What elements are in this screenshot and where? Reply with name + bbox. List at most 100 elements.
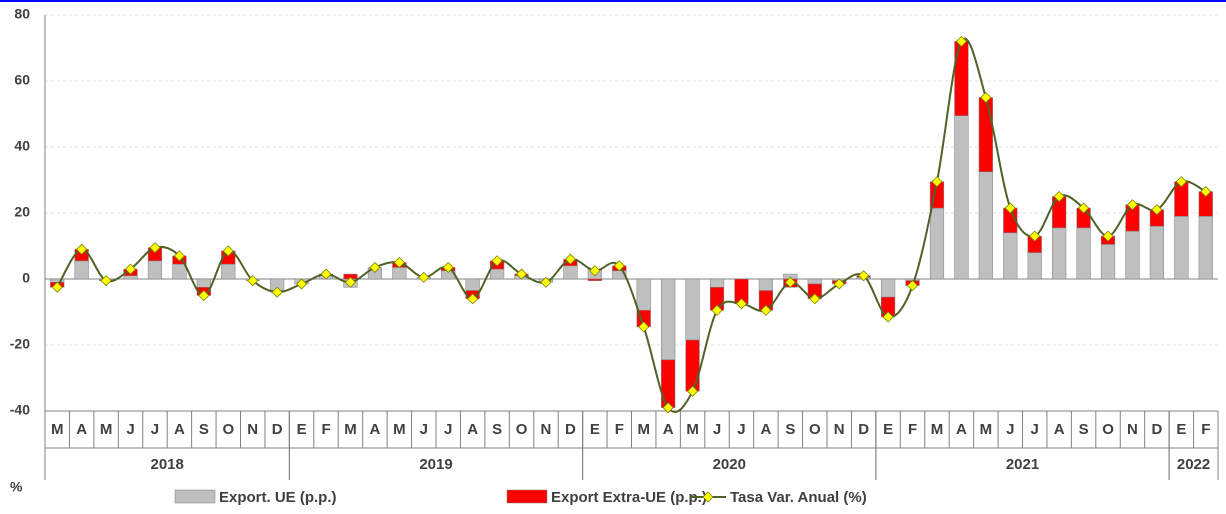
marker: [247, 275, 259, 287]
x-tick-label: D: [858, 421, 869, 438]
marker: [1004, 202, 1016, 214]
marker: [344, 276, 357, 288]
marker: [1053, 190, 1065, 203]
x-tick-label: M: [980, 421, 993, 438]
bar: [74, 260, 89, 280]
marker: [76, 243, 88, 255]
marker: [418, 271, 430, 283]
bar: [490, 268, 505, 280]
bar: [1027, 252, 1042, 280]
x-tick-label: N: [541, 421, 552, 438]
bar: [661, 278, 676, 361]
x-tick-label: S: [199, 421, 209, 438]
group-label: 2021: [1006, 456, 1039, 473]
x-tick-label: S: [492, 421, 502, 438]
marker: [393, 256, 405, 269]
x-tick-label: M: [931, 421, 944, 438]
y-tick-label: -20: [10, 336, 30, 352]
x-tick-label: N: [1127, 421, 1138, 438]
bar: [881, 278, 896, 298]
x-tick-label: O: [222, 421, 234, 438]
x-tick-label: D: [272, 421, 283, 438]
marker: [833, 278, 845, 290]
marker: [589, 265, 601, 277]
top-border: [0, 0, 1226, 2]
x-tick-label: F: [1201, 421, 1210, 438]
bar: [1076, 227, 1091, 280]
legend-label: Export Extra-UE (p.p.): [551, 489, 707, 506]
bar: [172, 263, 187, 280]
x-tick-label: A: [956, 421, 967, 438]
marker: [198, 289, 210, 302]
x-tick-label: E: [297, 421, 307, 438]
marker: [442, 261, 454, 274]
x-tick-label: M: [344, 421, 357, 438]
marker: [1078, 202, 1090, 214]
marker: [369, 261, 381, 274]
marker: [760, 304, 772, 316]
marker: [687, 385, 699, 397]
x-tick-label: O: [516, 421, 528, 438]
bar: [221, 263, 236, 280]
x-tick-label: J: [1006, 421, 1014, 438]
marker: [662, 402, 674, 414]
x-tick-label: J: [1031, 421, 1039, 438]
marker: [882, 311, 894, 323]
marker: [173, 250, 185, 262]
x-tick-label: A: [76, 421, 87, 438]
x-tick-label: D: [565, 421, 576, 438]
marker: [100, 275, 112, 287]
bar: [807, 278, 822, 285]
marker: [858, 270, 870, 282]
marker: [711, 304, 723, 316]
marker: [613, 260, 625, 272]
x-tick-label: J: [713, 421, 721, 438]
marker: [222, 245, 234, 257]
x-tick-label: S: [1079, 421, 1089, 438]
marker: [51, 281, 63, 293]
marker: [1151, 204, 1163, 216]
bar: [954, 115, 969, 280]
marker: [296, 278, 308, 290]
bar: [685, 278, 700, 341]
bar: [1100, 244, 1116, 280]
marker: [540, 276, 552, 288]
marker: [1126, 199, 1139, 211]
bar: [954, 41, 969, 116]
x-tick-label: M: [686, 421, 699, 438]
bar: [929, 207, 945, 280]
marker: [1200, 185, 1212, 198]
y-tick-label: 0: [22, 270, 30, 286]
x-tick-label: J: [126, 421, 134, 438]
x-tick-label: E: [883, 421, 893, 438]
marker: [955, 35, 967, 47]
marker: [906, 280, 919, 292]
x-tick-label: A: [663, 421, 674, 438]
bar: [1052, 227, 1067, 280]
marker: [735, 298, 748, 310]
bar: [1198, 216, 1213, 280]
bar: [1003, 232, 1018, 280]
marker: [809, 293, 821, 305]
marker: [1175, 176, 1187, 188]
bar: [685, 339, 700, 392]
bar: [587, 278, 602, 281]
x-tick-label: A: [760, 421, 771, 438]
marker: [638, 321, 650, 333]
group-label: 2019: [419, 456, 452, 473]
bar: [758, 278, 773, 291]
y-tick-label: 80: [14, 6, 30, 22]
x-tick-label: J: [444, 421, 452, 438]
x-tick-label: J: [737, 421, 745, 438]
marker: [931, 176, 943, 188]
marker: [980, 91, 992, 104]
bar: [196, 278, 211, 288]
bar: [709, 278, 725, 288]
bar: [392, 267, 407, 280]
legend-marker: [702, 491, 714, 503]
legend-label: Export. UE (p.p.): [219, 489, 337, 506]
marker: [1102, 230, 1114, 242]
x-tick-label: O: [1102, 421, 1114, 438]
marker: [491, 255, 503, 267]
marker: [1029, 230, 1041, 242]
